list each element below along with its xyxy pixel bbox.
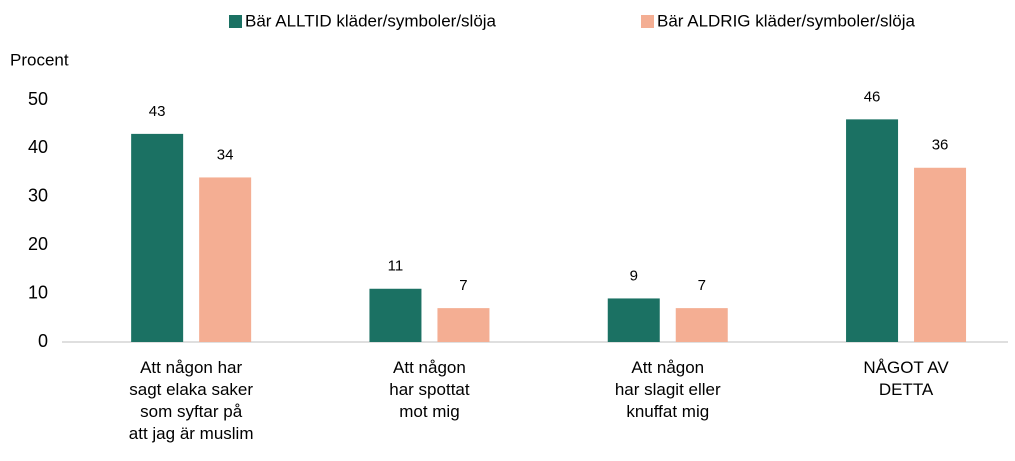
value-label: 7	[698, 277, 706, 294]
x-tick-label: Att någon har slagit eller knuffat mig	[614, 358, 721, 421]
legend-swatch	[229, 15, 242, 28]
value-label: 9	[630, 267, 638, 284]
x-tick-label: Att någon har sagt elaka saker som syfta…	[128, 358, 254, 443]
x-tick-label: Att någon har spottat mot mig	[389, 358, 470, 421]
y-tick-label: 50	[28, 89, 48, 109]
y-tick-label: 30	[28, 186, 48, 206]
legend-label: Bär ALDRIG kläder/symboler/slöja	[657, 11, 915, 30]
value-label: 43	[149, 103, 166, 120]
bar	[846, 119, 899, 342]
bar	[675, 308, 728, 342]
bar	[607, 298, 660, 342]
y-tick-label: 20	[28, 234, 48, 254]
value-label: 36	[932, 137, 949, 154]
y-tick-label: 0	[38, 331, 48, 351]
value-label: 7	[459, 277, 467, 294]
x-tick-label: NÅGOT AV DETTA	[863, 358, 949, 399]
y-tick-label: 40	[28, 137, 48, 157]
value-label: 46	[864, 88, 881, 105]
bar	[437, 308, 490, 342]
bar	[369, 288, 422, 342]
legend-swatch	[641, 15, 654, 28]
bar	[199, 177, 252, 342]
y-axis-label: Procent	[10, 50, 69, 69]
value-label: 34	[217, 146, 234, 163]
y-tick-label: 10	[28, 282, 48, 302]
value-label: 11	[388, 258, 404, 275]
legend-label: Bär ALLTID kläder/symboler/slöja	[245, 11, 497, 30]
bar	[131, 133, 184, 342]
bar	[914, 167, 967, 342]
